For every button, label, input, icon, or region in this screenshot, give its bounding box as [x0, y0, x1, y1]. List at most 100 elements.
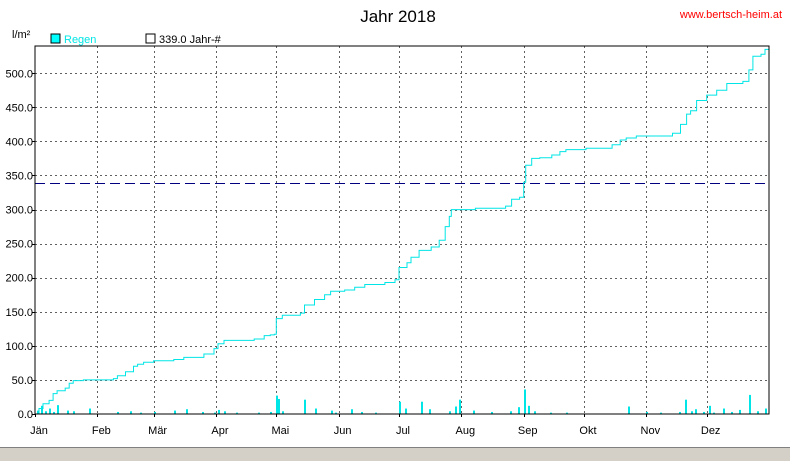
x-tick-label: Jul	[396, 425, 410, 437]
daily-rain-bar	[421, 401, 423, 414]
y-tick-label: 100.0	[5, 341, 33, 353]
daily-rain-bar	[660, 412, 662, 414]
daily-rain-bar	[37, 410, 39, 414]
daily-rain-bar	[331, 410, 333, 414]
y-axis-unit: l/m²	[12, 29, 31, 41]
daily-rain-bar	[518, 407, 520, 414]
y-tick-label: 400.0	[5, 136, 33, 148]
daily-rain-bar	[140, 412, 142, 414]
daily-rain-bar	[429, 409, 431, 414]
daily-rain-bar	[45, 411, 47, 414]
daily-rain-bar	[510, 411, 512, 414]
y-tick-label: 350.0	[5, 170, 33, 182]
daily-rain-bar	[703, 411, 705, 414]
daily-rain-bar	[550, 412, 552, 414]
grid-lines	[35, 46, 769, 414]
daily-rain-bar	[713, 412, 715, 414]
daily-rain-bar	[304, 399, 306, 414]
legend-reference-label: 339.0 Jahr-#	[159, 34, 222, 46]
daily-rain-bar	[709, 405, 711, 414]
daily-rain-bar	[528, 405, 530, 414]
daily-rain-bar	[679, 411, 681, 414]
daily-rain-bar	[459, 399, 461, 414]
daily-rain-bar	[53, 411, 55, 414]
status-strip	[0, 447, 790, 456]
x-tick-label: Okt	[579, 425, 596, 437]
daily-rain-bar	[685, 399, 687, 414]
daily-rain-bar	[174, 410, 176, 414]
daily-rain-bar	[691, 411, 693, 414]
y-tick-label: 50.0	[12, 375, 33, 387]
daily-rain-bar	[117, 411, 119, 414]
daily-rain-bar	[449, 411, 451, 414]
daily-rain-bar	[405, 408, 407, 414]
daily-rain-bar	[534, 411, 536, 414]
x-tick-label: Jun	[334, 425, 352, 437]
daily-rain-bar	[57, 405, 59, 414]
daily-rain-bar	[73, 411, 75, 414]
daily-rain-bar	[646, 411, 648, 414]
daily-rain-bar	[749, 394, 751, 414]
daily-rain-bar	[491, 411, 493, 414]
daily-rain-bar	[49, 408, 51, 414]
daily-rain-bar	[276, 395, 278, 414]
daily-rain-bar	[41, 405, 43, 414]
daily-rain-bar	[224, 411, 226, 414]
daily-rain-bar	[351, 409, 353, 414]
legend-reference-swatch	[145, 33, 156, 44]
y-tick-label: 450.0	[5, 102, 33, 114]
y-tick-label: 150.0	[5, 307, 33, 319]
cumulative-rain-line	[35, 46, 770, 415]
y-tick-label: 300.0	[5, 205, 33, 217]
daily-rain-bar	[361, 411, 363, 414]
daily-rain-bar	[566, 412, 568, 414]
daily-rain-bar	[218, 409, 220, 414]
daily-rain-bar	[723, 408, 725, 414]
chart-title: Jahr 2018	[360, 7, 436, 26]
cumulative-line-layer	[35, 46, 770, 415]
y-tick-label: 0.0	[18, 409, 33, 421]
x-tick-label: Dez	[701, 425, 721, 437]
daily-rain-bar	[757, 411, 759, 414]
x-tick-labels: Jän Feb Mär Apr Mai Jun Jul Aug Sep Okt Nov Dez	[30, 414, 720, 437]
daily-rain-bar	[524, 389, 526, 414]
x-tick-label: Apr	[211, 425, 228, 437]
daily-rain-bars	[37, 389, 767, 414]
daily-rain-bar	[202, 411, 204, 414]
x-tick-label: Nov	[641, 425, 661, 437]
daily-rain-bar	[89, 408, 91, 414]
daily-rain-bar	[278, 399, 280, 414]
daily-rain-bar	[765, 408, 767, 414]
daily-rain-bar	[399, 401, 401, 414]
daily-rain-bar	[154, 411, 156, 414]
y-tick-label: 500.0	[5, 68, 33, 80]
daily-rain-bar	[236, 412, 238, 414]
x-tick-label: Aug	[456, 425, 476, 437]
daily-rain-bar	[628, 406, 630, 414]
daily-rain-bar	[214, 412, 216, 414]
daily-rain-bar	[375, 412, 377, 414]
x-tick-label: Jän	[30, 425, 48, 437]
daily-rain-bar	[67, 410, 69, 414]
daily-rain-bar	[695, 409, 697, 414]
x-tick-label: Sep	[518, 425, 538, 437]
watermark-text: www.bertsch-heim.at	[679, 9, 782, 21]
y-tick-label: 200.0	[5, 273, 33, 285]
plot-frame	[34, 45, 770, 415]
daily-rain-bar	[739, 409, 741, 414]
daily-rain-bar	[455, 406, 457, 414]
x-tick-label: Mär	[148, 425, 167, 437]
y-tick-labels: 0.0 50.0 100.0 150.0 200.0 250.0 300.0 350.0 400…	[5, 68, 35, 421]
daily-rain-bar	[335, 412, 337, 414]
daily-rain-bar	[282, 411, 284, 414]
daily-rain-bar	[270, 411, 272, 414]
daily-rain-bar	[258, 412, 260, 414]
x-tick-label: Mai	[271, 425, 289, 437]
daily-rain-bar	[731, 411, 733, 414]
legend-regen-label: Regen	[64, 34, 96, 46]
daily-rain-bar	[473, 410, 475, 414]
daily-rain-bar	[186, 409, 188, 414]
